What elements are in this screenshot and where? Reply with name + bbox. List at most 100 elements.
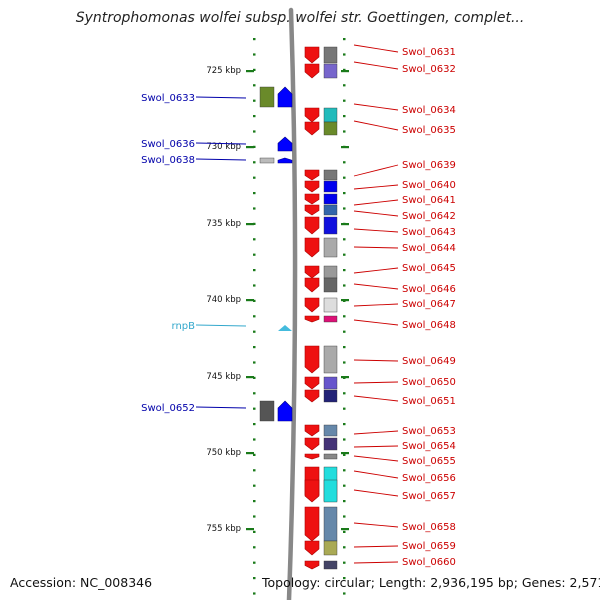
major-tick [341, 70, 349, 73]
major-tick [341, 528, 349, 531]
scale-tick [253, 423, 256, 426]
gene-arrow [304, 424, 320, 437]
right-gene-track: Swol_0631 Swol_0632 Swol_0634 Swol_0635 Swol… [304, 44, 456, 570]
gene-block [323, 204, 338, 216]
gene-leader [195, 406, 247, 409]
gene-arrow [304, 479, 320, 503]
major-tick [341, 452, 349, 455]
gene-label-right: Swol_0656 [402, 473, 456, 484]
gene-arrow [304, 437, 320, 451]
scale-label: 740 kbp [206, 295, 241, 305]
major-tick [246, 376, 254, 379]
gene-arrow [304, 345, 320, 374]
gene-label-right: Swol_0658 [402, 522, 456, 533]
gene-arrow [304, 315, 320, 323]
gene-leader [353, 246, 399, 249]
gene-block [323, 121, 338, 136]
gene-block [323, 345, 338, 374]
gene-label-right: Swol_0660 [402, 557, 456, 568]
scale-tick [343, 68, 346, 71]
gene-arrow [304, 277, 320, 293]
scale-tick [253, 253, 256, 256]
scale-tick [253, 330, 256, 333]
scale-tick [343, 99, 346, 102]
gene-leader [353, 470, 399, 479]
gene-leader [353, 283, 399, 290]
gene-block [323, 277, 338, 293]
scale-label: 725 kbp [206, 66, 241, 76]
gene-leader [353, 455, 399, 462]
gene-block [323, 169, 338, 181]
scale-tick [253, 577, 256, 580]
gene-label-right: Swol_0645 [402, 263, 456, 274]
scale-tick [253, 453, 256, 456]
gene-label-left: Swol_0638 [141, 155, 195, 166]
scale-tick [343, 438, 346, 441]
major-tick [341, 223, 349, 226]
gene-block [323, 437, 338, 451]
scale-tick [253, 53, 256, 56]
gene-leader [353, 381, 399, 384]
gene-block [323, 46, 338, 64]
gene-block [323, 297, 338, 313]
gene-leader [353, 445, 399, 448]
scale-tick [343, 53, 346, 56]
scale-tick [343, 269, 346, 272]
scale-tick [253, 99, 256, 102]
gene-arrow [278, 325, 292, 331]
scale-tick [343, 423, 346, 426]
scale-labels: 725 kbp 730 kbp 735 kbp 740 kbp 745 kbp 750 k… [206, 66, 349, 534]
gene-leader [353, 44, 399, 53]
gene-leader [353, 395, 399, 402]
gene-arrow [304, 506, 320, 542]
topology-text: Topology: circular; Length: 2,936,195 bp… [262, 575, 600, 590]
scale-tick [343, 530, 346, 533]
gene-label-right: Swol_0644 [402, 243, 456, 254]
gene-leader [353, 228, 399, 233]
gene-arrow [277, 86, 293, 108]
scale-tick [253, 222, 256, 225]
scale-tick [253, 84, 256, 87]
gene-arrow [304, 180, 320, 193]
gene-label-right: Swol_0655 [402, 456, 456, 467]
gene-block [323, 265, 338, 279]
scale-tick [343, 176, 346, 179]
major-tick [246, 70, 254, 73]
gene-label-right: Swol_0642 [402, 211, 456, 222]
scale-tick [253, 438, 256, 441]
gene-leader [195, 96, 247, 99]
scale-tick [253, 38, 256, 41]
scale-tick [343, 361, 346, 364]
gene-arrow [277, 157, 293, 164]
scale-tick [343, 561, 346, 564]
scale-tick [253, 315, 256, 318]
major-tick [246, 299, 254, 302]
scale-tick [343, 284, 346, 287]
gene-arrow [304, 540, 320, 556]
gene-label-right: Swol_0643 [402, 227, 456, 238]
scale-tick [253, 361, 256, 364]
scale-tick [253, 192, 256, 195]
gene-label-left: Swol_0633 [141, 93, 195, 104]
gene-label-right: Swol_0657 [402, 491, 456, 502]
scale-tick [253, 592, 256, 595]
scale-tick [253, 515, 256, 518]
gene-leader [353, 199, 399, 206]
genome-backbone [286, 7, 298, 600]
scale-label: 750 kbp [206, 448, 241, 458]
gene-label-right: Swol_0649 [402, 356, 456, 367]
gene-leader [353, 522, 399, 528]
gene-label-right: Swol_0641 [402, 195, 456, 206]
left-gene-track: Swol_0633 Swol_0636 Swol_0638 rnpB Swol_0652 [141, 86, 293, 422]
scale-tick [343, 207, 346, 210]
gene-label-left: Swol_0652 [141, 403, 195, 414]
gene-leader [195, 324, 247, 327]
gene-arrow [304, 297, 320, 313]
gene-block [323, 107, 338, 123]
scale-tick [343, 161, 346, 164]
scale-label: 755 kbp [206, 524, 241, 534]
gene-block [259, 86, 275, 108]
gene-leader [353, 61, 399, 70]
accession-text: Accession: NC_008346 [10, 575, 153, 590]
